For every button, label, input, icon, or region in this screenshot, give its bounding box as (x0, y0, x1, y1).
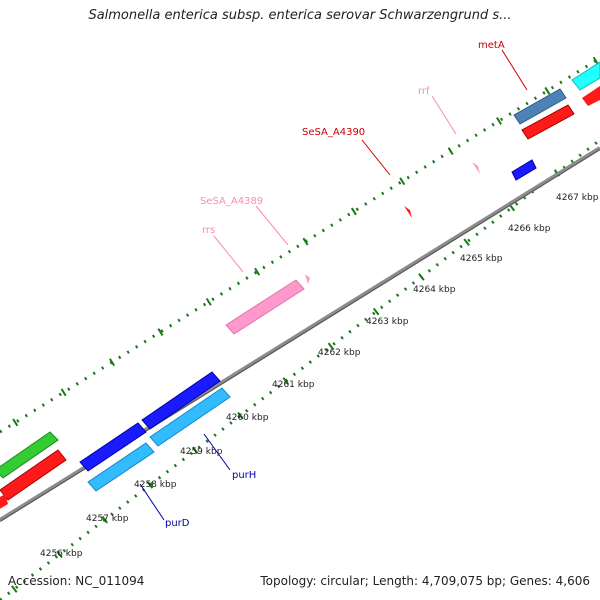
green-cds-feature[interactable] (0, 431, 59, 479)
accession-text: Accession: NC_011094 (8, 574, 145, 588)
purd-bottom-feature[interactable] (87, 442, 155, 492)
scale-label-4260: 4260 kbp (226, 413, 269, 423)
major-ticks (11, 56, 599, 593)
scale-label-4256: 4256 kbp (40, 549, 83, 559)
scale-label-4267: 4267 kbp (556, 193, 599, 203)
upper-major-tick (109, 358, 115, 367)
scale-label-4266: 4266 kbp (508, 224, 551, 234)
purh-top-feature[interactable] (141, 371, 221, 430)
upper-major-tick (592, 56, 599, 65)
upper-major-tick (254, 267, 261, 276)
upper-major-tick (447, 147, 454, 156)
scale-label-4258: 4258 kbp (134, 480, 177, 490)
lower-major-tick (372, 307, 380, 316)
lower-major-tick (418, 273, 425, 281)
upper-major-tick (205, 297, 212, 306)
lower-major-tick (146, 481, 154, 489)
scale-label-4265: 4265 kbp (460, 254, 503, 264)
blue-reverse-feature[interactable] (511, 159, 537, 181)
gene-label-purd[interactable]: purD (165, 518, 190, 529)
upper-major-tick (60, 388, 67, 397)
scale-label-4262: 4262 kbp (318, 348, 361, 358)
label-leaders (139, 49, 528, 521)
upper-major-tick (399, 177, 406, 186)
lower-major-tick (56, 550, 63, 559)
red-right-edge-feature[interactable] (582, 86, 600, 106)
gene-labels: metA rrf SeSA_A4390 SeSA_A4389 rrs purH … (165, 40, 505, 529)
upper-major-tick (544, 86, 551, 95)
lower-major-tick (463, 238, 470, 247)
gene-label-meta[interactable]: metA (478, 40, 505, 51)
upper-major-tick (302, 237, 309, 246)
upper-major-tick (12, 418, 19, 427)
features[interactable] (0, 61, 600, 510)
map-title: Salmonella enterica subsp. enterica sero… (88, 8, 512, 23)
purh-bottom-feature[interactable] (149, 387, 231, 447)
scale-label-4261: 4261 kbp (272, 380, 315, 390)
scale-label-4259: 4259 kbp (180, 447, 223, 457)
meta-feature[interactable] (513, 88, 567, 125)
scale-label-4257: 4257 kbp (86, 514, 129, 524)
gene-label-purh[interactable]: purH (232, 470, 256, 481)
lower-major-tick (191, 446, 199, 455)
red-cds-feature-small[interactable] (0, 494, 8, 510)
gene-label-rrs[interactable]: rrs (202, 225, 215, 236)
lower-major-tick (11, 585, 18, 593)
gene-label-rrf[interactable]: rrf (418, 86, 430, 97)
scale-labels: 4256 kbp 4257 kbp 4258 kbp 4259 kbp 4260… (40, 193, 599, 559)
red-forward-feature[interactable] (521, 104, 575, 140)
purd-top-feature[interactable] (79, 422, 147, 472)
scale-label-4263: 4263 kbp (366, 317, 409, 327)
cyan-feature[interactable] (571, 61, 600, 91)
lower-tick-track (0, 138, 600, 600)
lower-major-tick (101, 515, 108, 524)
gene-label-sesa-a4390[interactable]: SeSA_A4390 (302, 127, 365, 138)
genome-summary-text: Topology: circular; Length: 4,709,075 bp… (260, 574, 590, 588)
upper-major-tick (157, 328, 164, 336)
lower-major-tick (237, 411, 244, 420)
sesa-a4389-feature[interactable] (305, 274, 310, 284)
upper-tick-track (0, 56, 600, 434)
rrs-feature[interactable] (225, 279, 305, 335)
gene-label-sesa-a4389[interactable]: SeSA_A4389 (200, 196, 263, 207)
lower-major-tick (282, 377, 289, 385)
lower-major-tick (327, 342, 335, 351)
scale-label-4264: 4264 kbp (413, 285, 456, 295)
upper-major-tick (496, 117, 502, 125)
upper-major-tick (350, 207, 357, 216)
rrf-feature[interactable] (472, 162, 480, 174)
sesa-a4390-feature[interactable] (404, 206, 412, 218)
